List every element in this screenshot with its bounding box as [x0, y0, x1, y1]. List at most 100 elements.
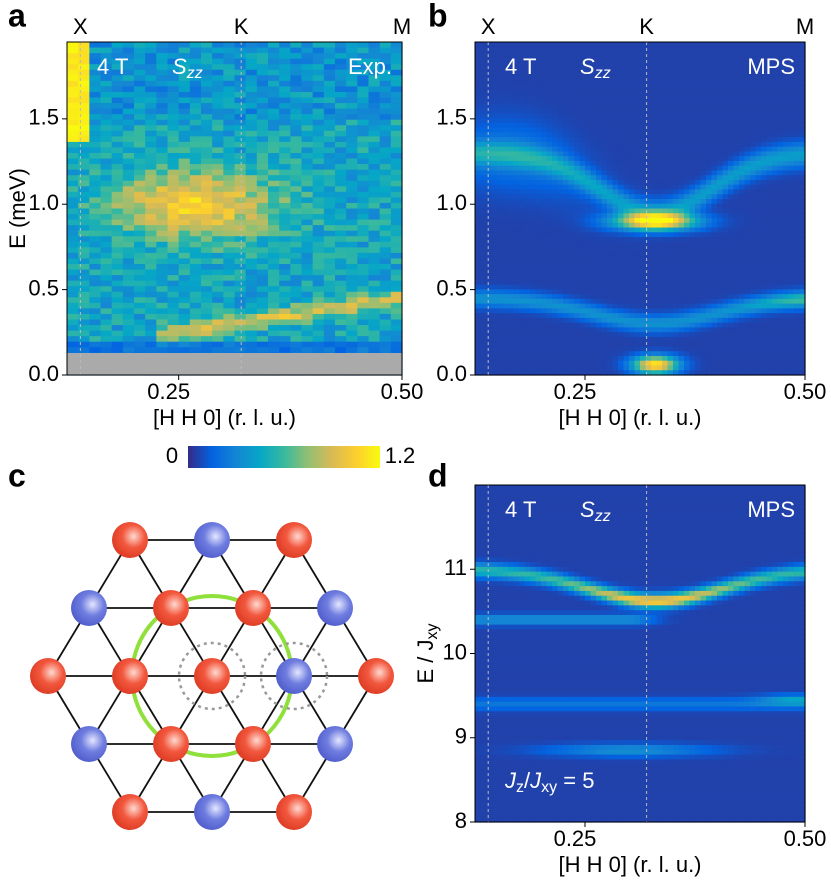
- heatmap-cell: [766, 141, 773, 148]
- heatmap-cell: [541, 108, 548, 114]
- heatmap-cell: [111, 247, 124, 254]
- heatmap-cell: [335, 125, 347, 132]
- heatmap-cell: [486, 99, 493, 105]
- heatmap-cell: [519, 151, 526, 157]
- heatmap-cell: [357, 130, 370, 137]
- heatmap-cell: [67, 347, 79, 354]
- component-main: S: [172, 54, 187, 79]
- heatmap-cell: [574, 222, 581, 229]
- heatmap-cell: [524, 42, 531, 48]
- heatmap-cell: [513, 232, 520, 238]
- heatmap-cell: [346, 286, 358, 293]
- heatmap-cell: [788, 222, 795, 229]
- heatmap-cell: [673, 251, 680, 257]
- heatmap-cell: [530, 94, 537, 100]
- heatmap-cell: [491, 84, 498, 91]
- heatmap-cell: [379, 308, 392, 315]
- heatmap-cell: [541, 222, 548, 229]
- heatmap-cell: [189, 153, 202, 160]
- y-tick-label: 0.0: [28, 361, 59, 386]
- heatmap-cell: [772, 170, 779, 176]
- heatmap-cell: [245, 286, 258, 293]
- heatmap-cell: [502, 203, 509, 210]
- heatmap-cell: [357, 347, 370, 354]
- heatmap-cell: [379, 236, 392, 243]
- heatmap-cell: [596, 42, 603, 48]
- heatmap-cell: [530, 122, 537, 129]
- heatmap-cell: [178, 75, 191, 82]
- heatmap-cell: [579, 208, 586, 214]
- heatmap-cell: [678, 151, 685, 157]
- heatmap-cell: [596, 232, 603, 238]
- heatmap-cell: [535, 260, 542, 267]
- heatmap-cell: [78, 191, 90, 198]
- heatmap-cell: [541, 256, 548, 262]
- heatmap-cell: [134, 141, 146, 149]
- heatmap-cell: [508, 232, 515, 238]
- heatmap-cell: [590, 132, 597, 138]
- heatmap-cell: [689, 122, 696, 129]
- heatmap-cell: [167, 275, 180, 282]
- heatmap-cell: [546, 270, 553, 276]
- heatmap-cell: [541, 146, 548, 153]
- heatmap-cell: [794, 179, 801, 186]
- heatmap-cell: [167, 114, 180, 121]
- heatmap-cell: [357, 252, 370, 260]
- heatmap-cell: [145, 164, 157, 171]
- heatmap-cell: [89, 286, 102, 293]
- heatmap-cell: [167, 252, 180, 260]
- heatmap-cell: [552, 184, 559, 191]
- heatmap-cell: [379, 47, 392, 54]
- heatmap-cell: [794, 151, 801, 157]
- heatmap-cell: [618, 246, 625, 252]
- heatmap-cell: [546, 127, 553, 133]
- heatmap-cell: [323, 341, 336, 348]
- heatmap-cell: [794, 194, 801, 200]
- heatmap-cell: [541, 284, 548, 290]
- heatmap-cell: [546, 51, 553, 57]
- heatmap-cell: [167, 258, 180, 265]
- heatmap-cell: [530, 108, 537, 114]
- heatmap-cell: [766, 260, 773, 267]
- heatmap-cell: [357, 153, 370, 160]
- heatmap-cell: [761, 46, 768, 53]
- heatmap-cell: [761, 232, 768, 238]
- heatmap-cell: [111, 103, 124, 110]
- heatmap-cell: [755, 56, 762, 62]
- heatmap-cell: [134, 197, 146, 204]
- heatmap-cell: [612, 179, 619, 186]
- heatmap-cell: [574, 251, 581, 257]
- heatmap-cell: [684, 42, 691, 48]
- heatmap-cell: [78, 47, 90, 54]
- heatmap-cell: [368, 341, 381, 348]
- heatmap-cell: [491, 203, 498, 210]
- heatmap-cell: [156, 275, 169, 282]
- heatmap-cell: [524, 203, 531, 210]
- heatmap-cell: [667, 160, 674, 167]
- heatmap-cell: [541, 160, 548, 167]
- heatmap-cell: [788, 51, 795, 57]
- heatmap-cell: [111, 252, 124, 260]
- heatmap-cell: [301, 230, 314, 237]
- heatmap-cell: [673, 56, 680, 62]
- heatmap-cell: [480, 227, 487, 233]
- heatmap-cell: [623, 165, 630, 172]
- heatmap-cell: [301, 69, 314, 76]
- heatmap-cell: [122, 214, 135, 221]
- heatmap-cell: [601, 65, 608, 72]
- heatmap-cell: [772, 127, 779, 133]
- heatmap-cell: [755, 165, 762, 172]
- heatmap-cell: [629, 118, 636, 124]
- heatmap-cell: [678, 75, 685, 81]
- heatmap-cell: [368, 180, 381, 187]
- heatmap-cell: [524, 51, 531, 57]
- heatmap-cell: [695, 194, 702, 200]
- heatmap-cell: [357, 125, 370, 132]
- heatmap-cell: [502, 113, 509, 119]
- heatmap-cell: [799, 213, 806, 219]
- heatmap-cell: [629, 137, 636, 143]
- heatmap-cell: [67, 147, 79, 154]
- heatmap-cell: [717, 284, 724, 290]
- heatmap-cell: [390, 91, 403, 99]
- heatmap-cell: [312, 275, 325, 282]
